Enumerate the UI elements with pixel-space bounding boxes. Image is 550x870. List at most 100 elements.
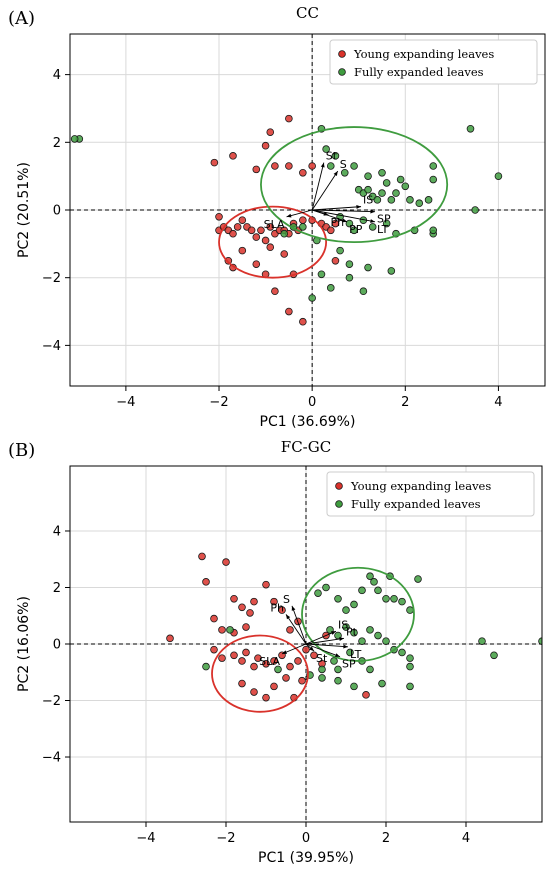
young-leaf-point (286, 626, 294, 634)
mature-leaf-point (350, 162, 358, 170)
young-leaf-point (331, 256, 340, 265)
loading-arrowhead (339, 637, 344, 641)
legend-label: Young expanding leaves (353, 47, 494, 61)
young-leaf-point (215, 212, 223, 221)
loading-label: IS (338, 618, 348, 631)
mature-leaf-point (382, 594, 390, 603)
mature-leaf-point (424, 196, 433, 204)
loading-label: SP (377, 213, 391, 226)
young-leaf-point (238, 679, 246, 688)
chart-title: FC-GC (281, 438, 331, 456)
x-tick-label: 2 (382, 831, 390, 846)
mature-leaf-point (342, 606, 350, 614)
mature-leaf-point (387, 196, 396, 204)
young-leaf-ellipse (218, 205, 328, 279)
loading-label: PP (349, 223, 363, 236)
young-leaf-point (229, 152, 237, 160)
mature-leaf-point (334, 665, 342, 674)
loading-arrowhead (370, 209, 376, 214)
legend-label: Young expanding leaves (350, 479, 491, 493)
young-leaf-point (233, 223, 242, 231)
mature-leaf-point (202, 662, 210, 671)
mature-leaf-point (378, 189, 386, 197)
young-leaf-point (302, 645, 310, 654)
young-leaf-point (252, 233, 261, 241)
mature-leaf-point (299, 223, 307, 231)
young-leaf-point (247, 226, 256, 235)
mature-leaf-point (308, 294, 316, 302)
young-leaf-point (252, 260, 261, 268)
y-tick-label: 2 (53, 136, 61, 151)
loading-arrow (312, 209, 348, 223)
young-leaf-point (266, 243, 275, 252)
young-leaf-point (166, 634, 174, 643)
mature-leaf-point (374, 586, 382, 595)
mature-leaf-point (318, 665, 326, 674)
legend-label: Fully expanded leaves (354, 65, 484, 79)
young-leaf-point (210, 158, 219, 167)
mature-leaf-point (398, 597, 406, 606)
mature-leaf-point (429, 175, 438, 184)
young-leaf-point (218, 626, 226, 634)
young-leaf-point (218, 654, 226, 662)
loading-arrowhead (331, 631, 336, 635)
young-leaf-point (308, 162, 316, 170)
mature-leaf-point (314, 589, 322, 597)
mature-leaf-point (317, 270, 326, 279)
young-leaf-point (257, 226, 265, 235)
young-leaf-point (285, 114, 293, 123)
mature-leaf-point (334, 676, 342, 685)
mature-leaf-point (382, 179, 391, 187)
panel-label: (B) (8, 440, 35, 461)
y-tick-label: 4 (53, 68, 61, 83)
mature-leaf-point (429, 226, 438, 235)
young-leaf-point (278, 606, 286, 614)
mature-leaf-point (334, 594, 342, 603)
mature-leaf-point (330, 657, 338, 665)
young-leaf-point (210, 614, 218, 623)
young-leaf-point (286, 662, 294, 671)
y-tick-label: 4 (53, 524, 61, 539)
young-leaf-point (224, 256, 233, 265)
legend-marker (335, 500, 343, 508)
loading-arrow (311, 170, 339, 211)
mature-leaf-point (336, 246, 344, 255)
loading-label: S (340, 158, 347, 171)
mature-leaf-point (358, 586, 366, 595)
young-leaf-point (250, 688, 258, 696)
mature-leaf-point (331, 152, 340, 160)
y-tick-label: 2 (53, 581, 61, 596)
mature-leaf-point (382, 219, 391, 228)
young-leaf-point (298, 676, 306, 685)
loading-arrow (305, 643, 349, 648)
mature-leaf-point (340, 168, 349, 177)
y-tick-label: −4 (42, 751, 61, 766)
loading-arrowhead (343, 644, 348, 649)
loading-label: Ph (270, 601, 284, 614)
young-leaf-point (250, 597, 258, 606)
mature-leaf-point (326, 162, 335, 170)
young-leaf-point (331, 219, 340, 228)
loading-label: S (283, 593, 290, 606)
y-tick-label: −2 (42, 271, 61, 286)
young-leaf-point (238, 603, 246, 612)
loading-label: SP (342, 658, 356, 671)
young-leaf-point (362, 691, 370, 699)
mature-leaf-point (350, 682, 358, 691)
mature-leaf-point (345, 273, 354, 282)
loading-arrowhead (291, 605, 296, 611)
x-tick-label: −2 (216, 831, 235, 846)
young-leaf-point (242, 623, 250, 631)
mature-leaf-point (364, 185, 372, 194)
loading-arrow (305, 630, 337, 645)
young-leaf-point (198, 552, 206, 561)
loading-label: Pt (346, 625, 358, 638)
young-leaf-point (230, 594, 238, 603)
loading-arrowhead (335, 653, 340, 657)
y-tick-label: 0 (53, 204, 61, 219)
mature-leaf-point (471, 206, 479, 214)
x-tick-label: 0 (308, 395, 316, 410)
x-tick-label: 2 (401, 395, 409, 410)
mature-leaf-point (359, 287, 368, 296)
loading-arrow (305, 643, 341, 658)
